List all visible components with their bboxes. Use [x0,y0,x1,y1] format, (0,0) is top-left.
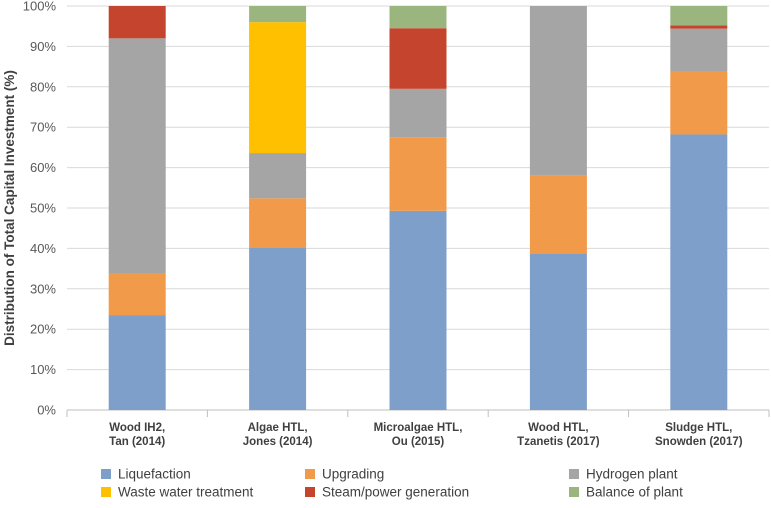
bar-segment-upgrading [389,137,447,211]
bar-segment-hydrogen-plant [108,38,166,274]
bar-segment-liquefaction [670,134,728,411]
x-category-label: Jones (2014) [243,436,313,448]
legend-swatch [101,487,111,497]
x-category-label: Tzanetis (2017) [517,436,600,448]
bar-segment-hydrogen-plant [249,153,307,199]
y-axis-title: Distribution of Total Capital Investment… [2,70,17,346]
x-category-label: Ou (2015) [392,436,445,448]
legend: Liquefaction Upgrading Hydrogen plant Waste… [101,467,683,500]
bar-segment-upgrading [108,273,166,316]
bar-segment-steam-power-generation [389,28,447,89]
y-tick-label: 20% [30,322,56,337]
bar-segment-hydrogen-plant [389,88,447,138]
y-tick-labels: 0% 10% 20% 30% 40% 50% 60% 70% 80% 90% 100% [23,0,57,418]
y-tick-label: 100% [23,0,57,14]
x-category-label: Snowden (2017) [655,436,743,448]
legend-swatch [305,487,315,497]
x-category-labels: Wood IH2, Tan (2014) Algae HTL, Jones (2014… [109,422,743,448]
y-tick-label: 60% [30,160,56,175]
legend-swatch [569,487,579,497]
y-tick-label: 50% [30,201,56,216]
bar-segment-liquefaction [529,253,587,410]
bar-segment-upgrading [249,198,307,248]
legend-swatch [569,469,579,479]
bar-segment-balance-of-plant [670,6,728,26]
y-tick-label: 80% [30,79,56,94]
y-tick-label: 30% [30,281,56,296]
legend-swatch [101,469,111,479]
x-category-label: Microalgae HTL, [374,422,463,434]
bar-segment-liquefaction [389,210,447,410]
bar-segment-liquefaction [108,315,166,410]
y-tick-label: 90% [30,39,56,54]
legend-swatch [305,469,315,479]
legend-label: Hydrogen plant [586,467,678,482]
bar-segment-steam-power-generation [670,25,728,29]
legend-label: Upgrading [322,467,384,482]
bar-segment-hydrogen-plant [670,28,728,72]
bar-segment-balance-of-plant [389,6,447,29]
legend-label: Liquefaction [118,467,191,482]
legend-label: Balance of plant [586,485,683,500]
bar-segment-steam-power-generation [108,6,166,39]
y-tick-label: 70% [30,120,56,135]
bar-segment-balance-of-plant [249,6,307,23]
bar-segment-upgrading [670,71,728,135]
y-tick-label: 10% [30,362,56,377]
bar-segment-upgrading [529,175,587,254]
bar-segment-hydrogen-plant [529,6,587,176]
legend-label: Steam/power generation [322,485,469,500]
y-tick-label: 40% [30,241,56,256]
x-category-label: Sludge HTL, [665,422,732,434]
bars [108,6,728,411]
x-category-label: Tan (2014) [109,436,165,448]
x-category-label: Algae HTL, [248,422,308,434]
bar-segment-waste-water-treatment [249,22,307,154]
bar-segment-liquefaction [249,247,307,410]
y-tick-label: 0% [37,403,56,418]
x-category-label: Wood IH2, [109,422,165,434]
legend-label: Waste water treatment [118,485,254,500]
x-category-label: Wood HTL, [528,422,588,434]
